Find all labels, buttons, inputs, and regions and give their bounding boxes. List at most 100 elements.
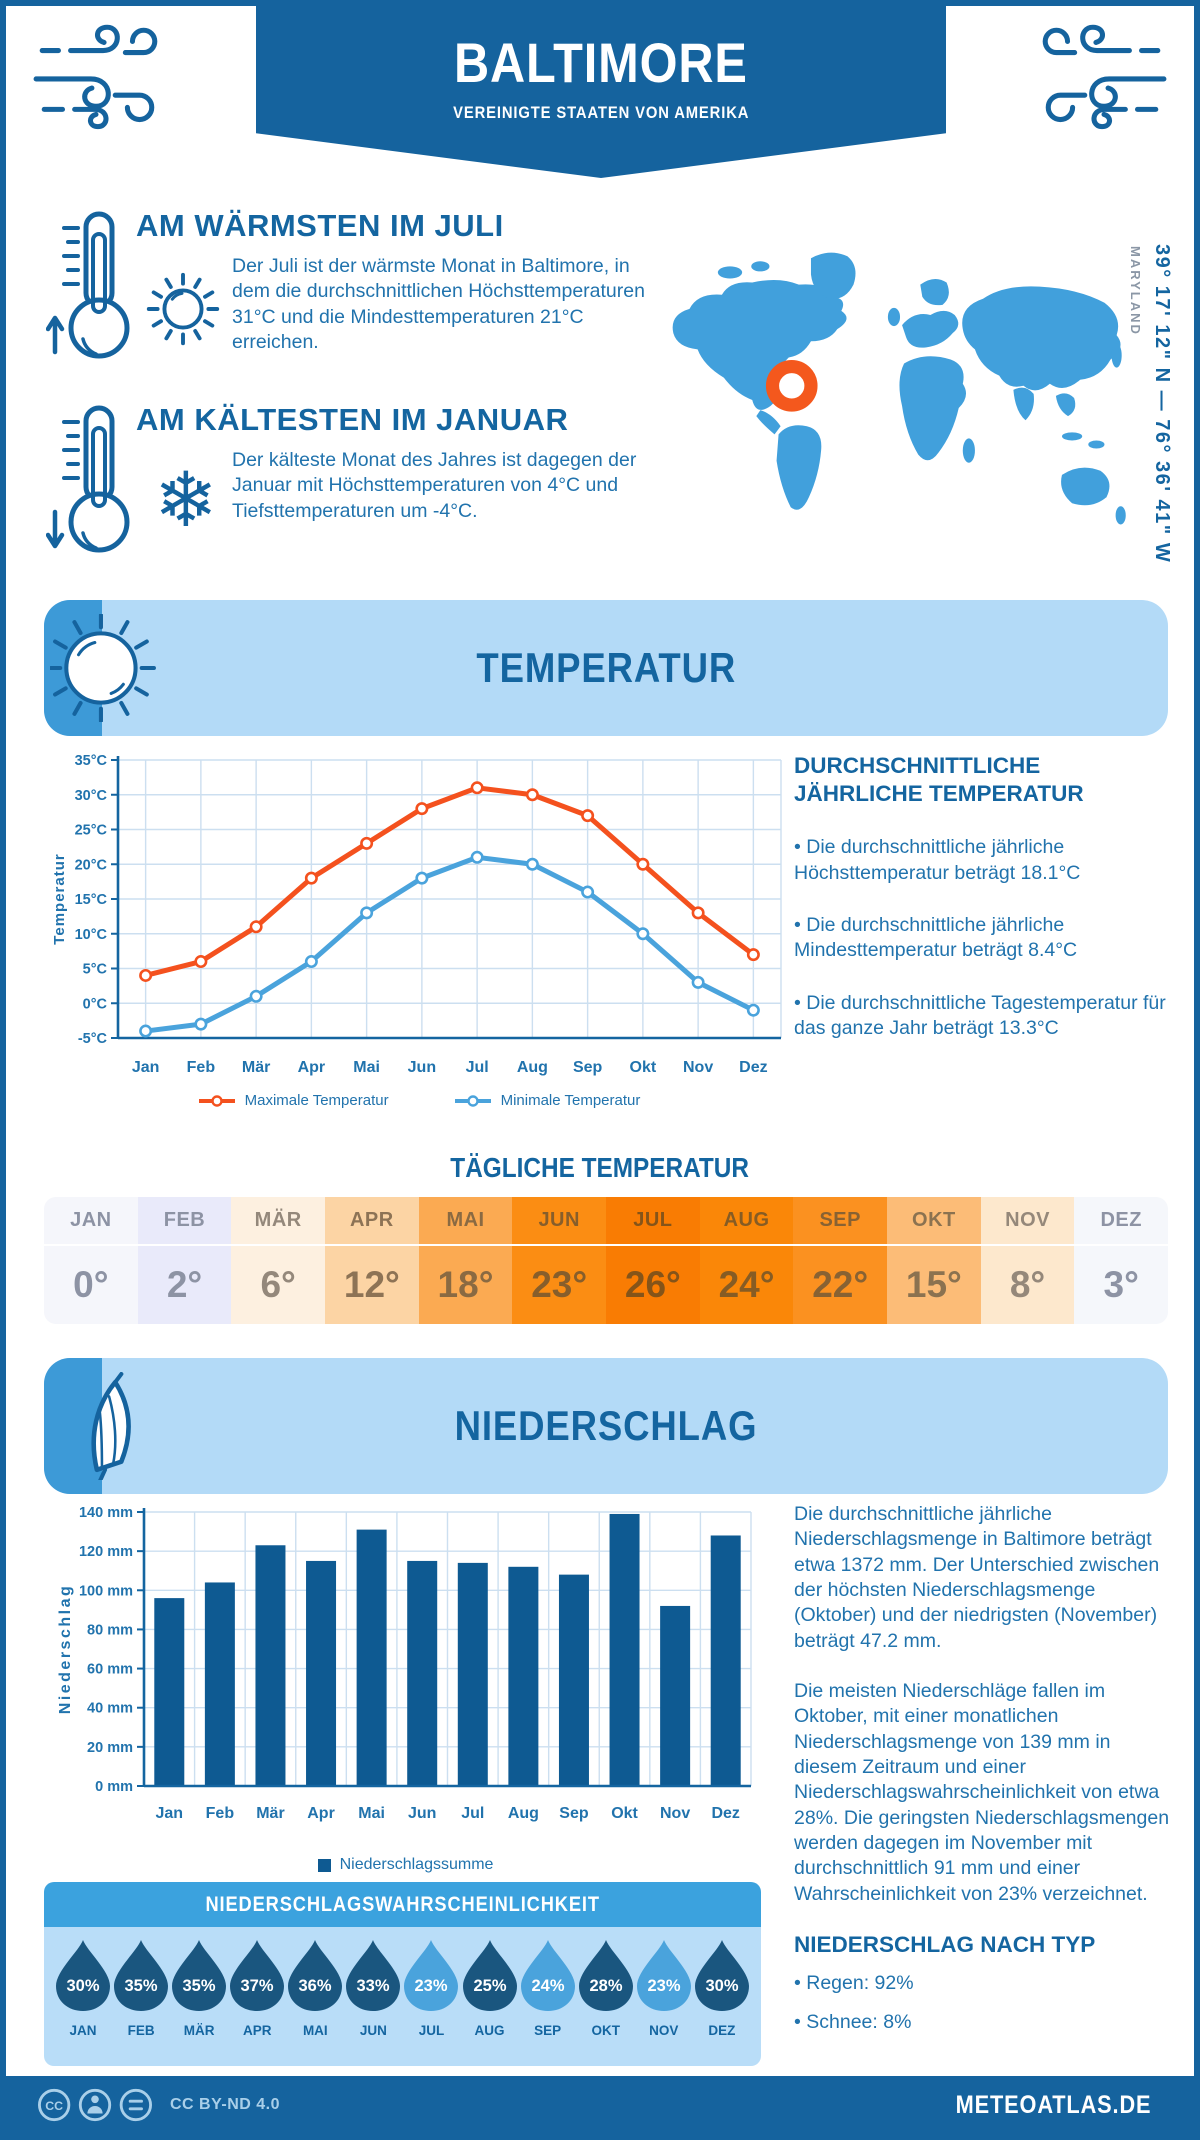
probability-month-label: DEZ xyxy=(708,2023,736,2038)
svg-text:23%: 23% xyxy=(647,1977,680,1995)
precipitation-paragraph-1: Die durchschnittliche jährliche Niedersc… xyxy=(794,1503,1160,1652)
warmest-month-highlight: AM WÄRMSTEN IM JULI Der Juli ist der wär… xyxy=(44,208,658,359)
svg-text:Jan: Jan xyxy=(156,1805,184,1822)
precipitation-text-block: Die durchschnittliche jährliche Niedersc… xyxy=(794,1502,1174,2035)
probability-drop: 35% FEB xyxy=(114,1939,169,2066)
precipitation-section-title: NIEDERSCHLAG xyxy=(454,1402,758,1449)
svg-text:80 mm: 80 mm xyxy=(87,1622,133,1638)
coldest-text: Der kälteste Monat des Jahres ist dagege… xyxy=(232,449,637,522)
footer: CC CC BY-ND 4.0 METEOATLAS.DE xyxy=(6,2076,1194,2134)
probability-drop: 24% SEP xyxy=(520,1939,575,2066)
daily-temperature-table: JAN 0° FEB 2° MÄR 6° APR 12° MAI 18° JUN 23° JUL 26° A… xyxy=(44,1197,1168,1324)
svg-text:40 mm: 40 mm xyxy=(87,1701,133,1717)
svg-text:120 mm: 120 mm xyxy=(79,1544,133,1560)
probability-drop: 35% MÄR xyxy=(172,1939,227,2066)
daily-month-label: MÄR xyxy=(231,1197,326,1246)
daily-month-label: FEB xyxy=(137,1197,232,1246)
wind-icon-left xyxy=(33,24,158,130)
location-region: MARYLAND xyxy=(1128,246,1143,336)
probability-month-label: JAN xyxy=(69,2023,97,2038)
coldest-month-highlight: ❄ AM KÄLTESTEN IM JANUAR Der kälteste Mo… xyxy=(44,402,658,553)
probability-month-label: FEB xyxy=(127,2023,155,2038)
probability-panel: NIEDERSCHLAGSWAHRSCHEINLICHKEIT 30% JAN 35… xyxy=(44,1882,761,2066)
daily-month-cell: JUL 26° xyxy=(606,1197,700,1324)
legend-line-swatch xyxy=(454,1094,491,1107)
droplet-icon: 23% xyxy=(404,1940,459,2011)
svg-text:Okt: Okt xyxy=(630,1059,657,1076)
daily-month-cell: AUG 24° xyxy=(699,1197,794,1324)
thermometer-down-icon xyxy=(46,405,130,553)
probability-drop: 30% JAN xyxy=(56,1939,110,2066)
svg-text:Aug: Aug xyxy=(517,1059,548,1076)
svg-text:30%: 30% xyxy=(66,1977,99,1995)
droplet-icon: 33% xyxy=(346,1940,401,2011)
svg-text:Jun: Jun xyxy=(408,1059,436,1076)
daily-month-label: JUN xyxy=(512,1197,607,1246)
daily-month-label: DEZ xyxy=(1074,1197,1168,1246)
legend-item: Maximale Temperatur xyxy=(197,1092,389,1109)
svg-text:20 mm: 20 mm xyxy=(87,1740,133,1756)
daily-month-value: 8° xyxy=(1009,1264,1046,1305)
license-block: CC CC BY-ND 4.0 xyxy=(34,2086,280,2124)
svg-text:Apr: Apr xyxy=(298,1059,326,1076)
droplet-icon: 35% xyxy=(114,1940,169,2011)
svg-text:30%: 30% xyxy=(705,1977,738,1995)
precipitation-by-type-list: Regen: 92% Schnee: 8% xyxy=(794,1971,1174,2035)
svg-text:Jan: Jan xyxy=(132,1059,160,1076)
thermometer-up-icon xyxy=(46,211,130,359)
svg-text:Jun: Jun xyxy=(408,1805,436,1822)
svg-text:28%: 28% xyxy=(589,1977,622,1995)
svg-text:140 mm: 140 mm xyxy=(79,1505,133,1521)
svg-text:0 mm: 0 mm xyxy=(95,1779,133,1795)
probability-drop: 25% AUG xyxy=(462,1939,517,2066)
droplet-icon: 35% xyxy=(172,1940,227,2011)
daily-month-value: 26° xyxy=(624,1264,681,1305)
legend-label: Niederschlagssumme xyxy=(339,1856,494,1873)
probability-month-label: APR xyxy=(242,2023,272,2038)
daily-month-label: SEP xyxy=(793,1197,888,1246)
temperature-section-banner: TEMPERATUR xyxy=(44,600,1168,736)
daily-month-value: 24° xyxy=(718,1264,775,1305)
daily-month-label: AUG xyxy=(699,1197,794,1246)
umbrella-icon xyxy=(91,1372,131,1480)
sun-banner-icon xyxy=(50,614,156,722)
svg-text:30°C: 30°C xyxy=(75,788,108,804)
svg-text:Temperatur: Temperatur xyxy=(51,853,68,944)
droplet-icon: 36% xyxy=(288,1940,343,2011)
svg-text:23%: 23% xyxy=(415,1977,448,1995)
legend-item: Minimale Temperatur xyxy=(453,1092,641,1109)
probability-drop: 28% OKT xyxy=(578,1939,633,2066)
svg-text:35°C: 35°C xyxy=(75,753,108,769)
svg-text:20°C: 20°C xyxy=(75,857,108,873)
probability-drop: 36% MAI xyxy=(288,1939,343,2066)
daily-month-cell: FEB 2° xyxy=(137,1197,232,1324)
daily-month-label: MAI xyxy=(418,1197,513,1246)
svg-text:0°C: 0°C xyxy=(83,996,108,1012)
svg-text:Aug: Aug xyxy=(508,1805,539,1822)
svg-text:Mai: Mai xyxy=(358,1805,385,1822)
svg-text:CC: CC xyxy=(45,2099,63,2113)
temperature-chart: -5°C 0°C 5°C 10°C 15°C 20°C 25°C 30°C 35°C Jan Feb… xyxy=(51,753,782,1076)
page-subtitle: VEREINIGTE STAATEN VON AMERIKA xyxy=(452,103,750,122)
svg-text:-5°C: -5°C xyxy=(78,1031,108,1047)
annual-temperature-bullet: Die durchschnittliche Tagestemperatur fü… xyxy=(794,991,1174,1042)
svg-text:Nov: Nov xyxy=(683,1059,713,1076)
header-banner: BALTIMORE VEREINIGTE STAATEN VON AMERIKA xyxy=(256,6,946,178)
probability-month-label: SEP xyxy=(534,2023,562,2038)
daily-month-cell: DEZ 3° xyxy=(1074,1197,1168,1324)
daily-temperature-title: TÄGLICHE TEMPERATUR xyxy=(450,1152,750,1183)
legend-label: Minimale Temperatur xyxy=(500,1092,641,1109)
warmest-text: Der Juli ist der wärmste Monat in Baltim… xyxy=(232,255,645,354)
coldest-title: AM KÄLTESTEN IM JANUAR xyxy=(136,402,569,437)
svg-text:Niederschlag: Niederschlag xyxy=(57,1584,74,1714)
temperature-chart-legend: Maximale Temperatur Minimale Temperatur xyxy=(46,1092,791,1109)
svg-text:33%: 33% xyxy=(357,1977,390,1995)
probability-drop: 23% NOV xyxy=(636,1939,691,2066)
svg-text:24%: 24% xyxy=(531,1977,564,1995)
legend-square-swatch xyxy=(317,1858,331,1872)
page-title: BALTIMORE xyxy=(454,31,748,94)
sun-icon xyxy=(146,272,220,346)
site-name: METEOATLAS.DE xyxy=(955,2090,1152,2119)
daily-month-label: APR xyxy=(325,1197,419,1246)
daily-month-value: 6° xyxy=(260,1264,296,1305)
